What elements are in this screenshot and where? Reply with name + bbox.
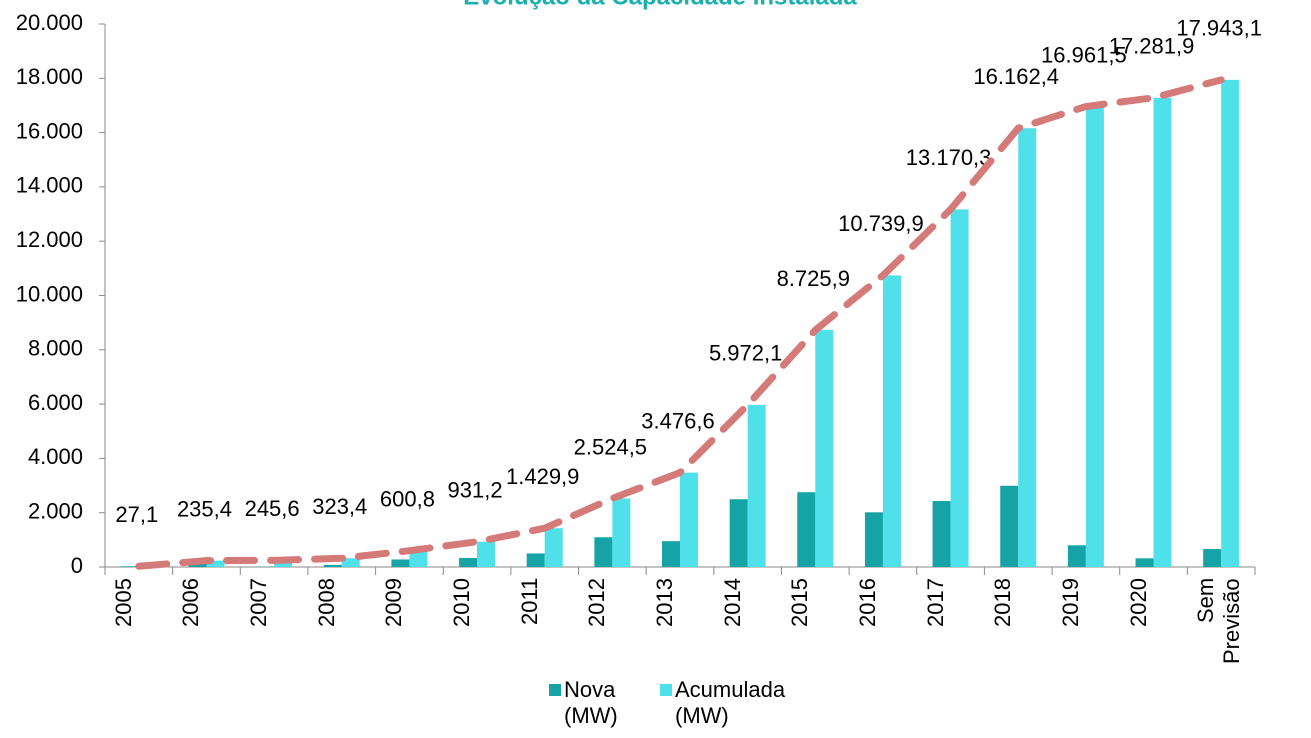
bar [323, 564, 342, 567]
bar [1000, 485, 1019, 567]
y-tick-label: 6.000 [28, 390, 83, 415]
legend-label: Nova (MW) [564, 677, 618, 728]
bar [526, 553, 545, 567]
bar [612, 498, 631, 567]
bar [1153, 97, 1172, 567]
bar [1203, 549, 1222, 567]
legend-label: Acumulada (MW) [675, 677, 786, 728]
y-tick-label: 10.000 [16, 281, 83, 306]
y-tick-label: 20.000 [16, 10, 83, 35]
bar [341, 558, 360, 567]
value-label: 16.162,4 [973, 64, 1059, 89]
bar [662, 541, 680, 567]
bar [815, 330, 834, 567]
value-label: 931,2 [448, 478, 503, 503]
x-tick-label: 2008 [313, 578, 339, 627]
y-tick-label: 0 [71, 553, 83, 578]
y-tick-label: 12.000 [16, 227, 83, 252]
bar [409, 550, 428, 567]
x-tick-label: 2005 [110, 578, 136, 627]
bar [729, 499, 748, 567]
value-label: 17.281,9 [1109, 34, 1195, 59]
bar [120, 566, 139, 567]
x-tick-label: 2015 [787, 578, 813, 627]
value-label: 5.972,1 [709, 341, 782, 366]
value-label: 27,1 [115, 502, 158, 527]
x-tick-label: 2014 [719, 578, 745, 627]
x-tick-label: 2009 [381, 578, 407, 627]
y-tick-label: 18.000 [16, 64, 83, 89]
bar [477, 541, 496, 567]
value-label: 600,8 [380, 487, 435, 512]
value-label: 235,4 [177, 496, 232, 521]
bar [950, 209, 969, 567]
x-tick-label: 2016 [854, 578, 880, 627]
x-tick-label: 2006 [178, 578, 204, 627]
value-label: 17.943,1 [1176, 16, 1262, 41]
y-tick-label: 8.000 [28, 336, 83, 361]
bar [747, 404, 766, 567]
bar [680, 472, 698, 567]
bar [594, 537, 613, 567]
x-tick-label: 2012 [584, 578, 610, 627]
value-label: 13.170,3 [906, 145, 992, 170]
value-label: 8.725,9 [777, 266, 850, 291]
trend-line [135, 76, 1225, 570]
bar [391, 559, 410, 567]
bar [274, 560, 293, 567]
legend-swatch [549, 684, 561, 696]
bar [1085, 106, 1104, 568]
x-tick-label: 2017 [922, 578, 948, 627]
x-tick-label: 2020 [1125, 578, 1151, 627]
chart-title: Evolução da Capacidade Instalada [463, 0, 857, 10]
value-label: 1.429,9 [506, 464, 579, 489]
value-label: 16.961,5 [1041, 42, 1127, 67]
bar [882, 275, 901, 567]
y-tick-label: 4.000 [28, 444, 83, 469]
bar [1018, 128, 1037, 567]
bar [932, 501, 951, 567]
bar [864, 512, 883, 567]
bar [206, 560, 225, 567]
x-tick-label: 2013 [652, 578, 677, 627]
x-tick-label: 2010 [449, 578, 475, 627]
bar [1135, 558, 1154, 567]
value-label: 2.524,5 [574, 434, 647, 459]
x-tick-label: 2007 [246, 578, 272, 627]
x-tick-label: Sem Previsão [1193, 578, 1245, 664]
y-tick-label: 16.000 [16, 118, 83, 143]
x-tick-label: 2011 [516, 578, 542, 626]
value-label: 3.476,6 [641, 408, 714, 433]
legend-swatch [660, 684, 672, 696]
x-tick-label: 2018 [990, 578, 1016, 627]
bar [1221, 79, 1240, 567]
value-label: 10.739,9 [838, 211, 924, 236]
bar [459, 558, 478, 567]
y-tick-label: 14.000 [16, 173, 83, 198]
value-label: 323,4 [312, 494, 367, 519]
bar [544, 528, 563, 567]
y-tick-label: 2.000 [28, 499, 83, 524]
x-tick-label: 2019 [1057, 578, 1083, 627]
bar [797, 492, 816, 567]
bar [1067, 545, 1086, 567]
value-label: 245,6 [245, 496, 300, 521]
